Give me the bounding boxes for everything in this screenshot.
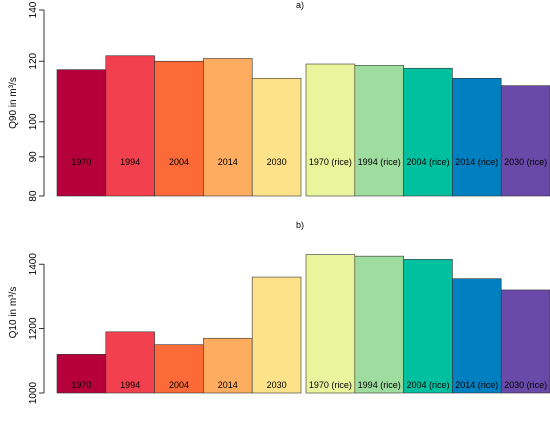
bar-label: 1994 (rice): [358, 380, 401, 390]
bar-label: 2030: [267, 157, 287, 167]
panel-label: b): [296, 220, 304, 230]
bar: [154, 60, 204, 197]
bar-label: 2004: [169, 157, 189, 167]
bar: [452, 77, 502, 197]
bar: [105, 331, 155, 394]
y-tick-label: 120: [28, 52, 39, 69]
bar-label: 2004: [169, 380, 189, 390]
bar: [354, 65, 404, 197]
bar: [305, 63, 356, 197]
bar-label: 2030: [267, 380, 287, 390]
bar: [354, 255, 404, 394]
y-tick-label: 140: [28, 1, 39, 18]
y-axis-label: Q90 in m³/s: [8, 77, 19, 129]
bar-label: 1994: [120, 380, 140, 390]
bar-label: 1970 (rice): [309, 380, 352, 390]
bar-label: 2004 (rice): [406, 157, 449, 167]
bar: [403, 259, 453, 394]
bar: [56, 69, 107, 197]
y-tick-label: 100: [28, 113, 39, 130]
y-tick-label: 90: [28, 151, 39, 163]
bar-label: 1970 (rice): [309, 157, 352, 167]
bar-label: 1970: [71, 380, 91, 390]
y-tick-label: 1200: [28, 317, 39, 340]
bar: [500, 85, 550, 197]
bar-label: 1994 (rice): [358, 157, 401, 167]
bar: [305, 254, 356, 394]
bar: [452, 278, 502, 394]
bar-label: 2030 (rice): [504, 157, 547, 167]
bar-label: 1994: [120, 157, 140, 167]
y-tick-label: 1000: [28, 381, 39, 404]
bar-label: 2014 (rice): [455, 380, 498, 390]
y-tick-label: 1400: [28, 253, 39, 276]
bar-label: 2014 (rice): [455, 157, 498, 167]
bar: [154, 344, 204, 394]
bar: [203, 58, 253, 197]
y-tick-label: 80: [28, 190, 39, 202]
panel-label: a): [296, 0, 304, 10]
bar: [251, 77, 302, 197]
bar: [203, 337, 253, 394]
bar-label: 1970: [71, 157, 91, 167]
bar: [403, 67, 453, 197]
bar-label: 2004 (rice): [406, 380, 449, 390]
y-axis-label: Q10 in m³/s: [8, 287, 19, 339]
bar: [500, 289, 550, 394]
bar-label: 2014: [218, 157, 238, 167]
bar: [105, 55, 155, 197]
bar-label: 2030 (rice): [504, 380, 547, 390]
bar-label: 2014: [218, 380, 238, 390]
bar: [251, 276, 302, 394]
